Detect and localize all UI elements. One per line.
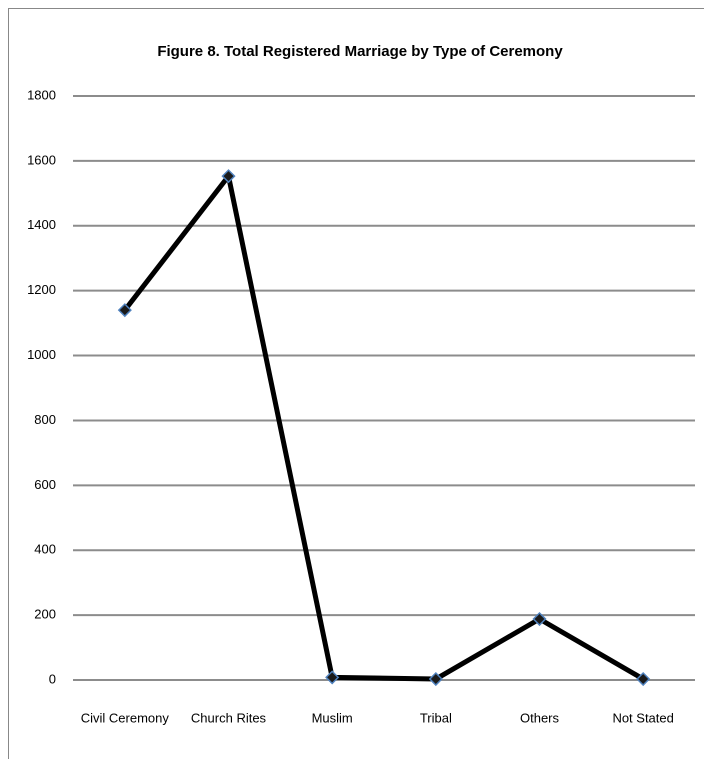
- y-tick-label: 400: [34, 542, 56, 557]
- y-tick-label: 0: [49, 671, 56, 686]
- chart-title: Figure 8. Total Registered Marriage by T…: [157, 43, 563, 60]
- y-tick-label: 200: [34, 607, 56, 622]
- marker: [428, 671, 443, 687]
- marker: [532, 611, 547, 627]
- x-tick-label: Not Stated: [612, 710, 673, 725]
- marker: [636, 671, 651, 687]
- y-tick-label: 600: [34, 477, 56, 492]
- x-tick-label: Civil Ceremony: [81, 710, 170, 725]
- x-tick-label: Muslim: [312, 710, 353, 725]
- y-tick-label: 1800: [27, 87, 56, 102]
- line: [122, 173, 645, 682]
- y-tick-label: 1200: [27, 282, 56, 297]
- x-tick-label: Others: [520, 710, 560, 725]
- marker: [325, 670, 340, 685]
- frame: [8, 8, 704, 759]
- y-tick-label: 1600: [27, 152, 56, 167]
- marker: [221, 169, 236, 184]
- x-tick-label: Tribal: [420, 710, 452, 725]
- y-tick-label: 800: [34, 412, 56, 427]
- marker: [117, 303, 132, 318]
- x-tick-label: Church Rites: [191, 710, 267, 725]
- y-tick-label: 1400: [27, 217, 56, 232]
- y-tick-label: 1000: [27, 347, 56, 362]
